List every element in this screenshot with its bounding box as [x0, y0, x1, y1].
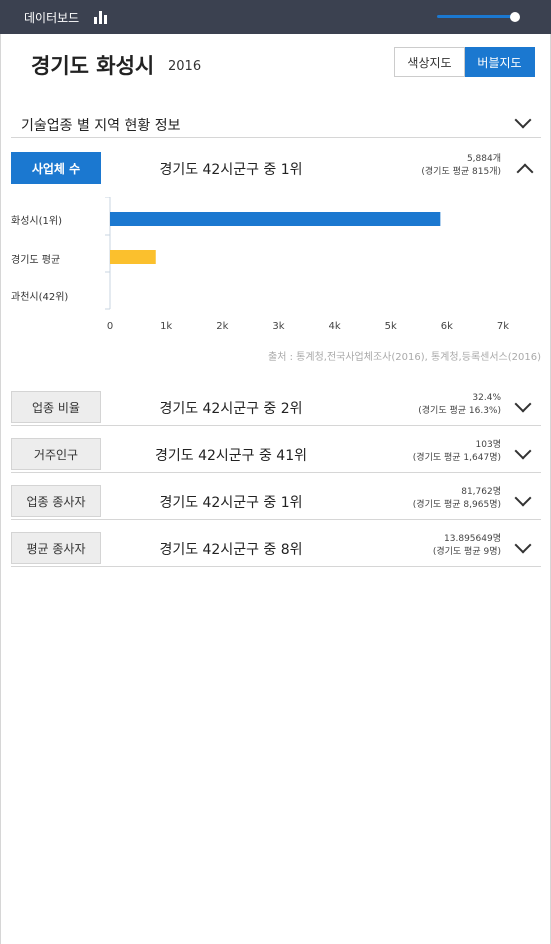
- indicator-row-average-workers: 평균 종사자 경기도 42시군구 중 8위 13.895649명 (경기도 평균…: [11, 531, 541, 567]
- chevron-down-icon[interactable]: [514, 442, 532, 460]
- app-title: 데이터보드: [24, 11, 80, 25]
- chevron-up-icon[interactable]: [516, 163, 534, 181]
- opacity-slider[interactable]: [437, 12, 523, 22]
- region-title: 경기도 화성시: [31, 54, 155, 78]
- x-tick-label: 6k: [440, 321, 453, 332]
- indicator-average: (경기도 평균 8,965명): [412, 500, 501, 510]
- data-source: 출처 : 통계청,전국사업체조사(2016), 통계청,등록센서스(2016): [268, 352, 541, 363]
- chevron-down-icon[interactable]: [514, 395, 532, 413]
- resident-population-button[interactable]: 거주인구: [11, 438, 101, 470]
- x-tick-label: 1k: [160, 321, 173, 332]
- indicator-rank: 경기도 42시군구 중 8위: [159, 542, 303, 558]
- section-title: 기술업종 별 지역 현황 정보: [21, 118, 181, 134]
- indicator-value: 81,762명: [461, 487, 501, 497]
- color-map-button[interactable]: 색상지도: [394, 47, 465, 77]
- indicator-average: (경기도 평균 1,647명): [412, 453, 501, 463]
- x-tick-label: 2k: [216, 321, 229, 332]
- x-tick-label: 7k: [496, 321, 510, 332]
- y-label-gwacheon: 과천시(42위): [11, 292, 69, 303]
- bar-chart: 화성시(1위) 경기도 평균 과천시(42위) 0 1k 2k 3k 4k 5k 6k 7k: [11, 197, 541, 342]
- region-year: 2016: [168, 59, 202, 74]
- indicator-value-block: 103명 (경기도 평균 1,647명): [413, 439, 501, 465]
- bar-1[interactable]: [110, 250, 156, 264]
- indicator-average: (경기도 평균 815개): [421, 167, 501, 177]
- y-label-gyeonggi-average: 경기도 평균: [11, 255, 61, 266]
- y-label-hwaseong: 화성시(1위): [11, 216, 62, 227]
- indicator-row-industry-workers: 업종 종사자 경기도 42시군구 중 1위 81,762명 (경기도 평균 8,…: [11, 484, 541, 520]
- indicator-row-business-count: 사업체 수 경기도 42시군구 중 1위 5,884개 (경기도 평균 815개…: [11, 151, 541, 187]
- indicator-value: 13.895649명: [444, 534, 501, 544]
- indicator-row-resident-population: 거주인구 경기도 42시군구 중 41위 103명 (경기도 평균 1,647명…: [11, 437, 541, 473]
- industry-ratio-button[interactable]: 업종 비율: [11, 391, 101, 423]
- indicator-value: 103명: [475, 440, 501, 450]
- x-tick-label: 0: [106, 321, 114, 332]
- indicator-value: 32.4%: [472, 393, 501, 403]
- top-bar: 데이터보드: [0, 0, 551, 34]
- indicator-rank: 경기도 42시군구 중 41위: [154, 448, 308, 464]
- indicator-rank: 경기도 42시군구 중 1위: [159, 162, 303, 178]
- indicator-value-block: 32.4% (경기도 평균 16.3%): [418, 392, 501, 418]
- x-tick-label: 4k: [328, 321, 341, 332]
- slider-handle[interactable]: [510, 12, 520, 22]
- chevron-down-icon[interactable]: [514, 536, 532, 554]
- chevron-down-icon[interactable]: [514, 111, 532, 129]
- indicator-value: 5,884개: [466, 154, 501, 164]
- indicator-rank: 경기도 42시군구 중 1위: [159, 495, 303, 511]
- x-tick-label: 3k: [272, 321, 285, 332]
- slider-track: [437, 15, 517, 18]
- indicator-average: (경기도 평균 9명): [432, 547, 501, 557]
- bar-chart-icon[interactable]: [94, 11, 108, 24]
- section-header[interactable]: 기술업종 별 지역 현황 정보: [11, 110, 541, 138]
- industry-workers-button[interactable]: 업종 종사자: [11, 485, 101, 517]
- x-tick-label: 5k: [384, 321, 397, 332]
- indicator-average: (경기도 평균 16.3%): [418, 406, 501, 416]
- indicator-value-block: 5,884개 (경기도 평균 815개): [421, 153, 501, 179]
- indicator-value-block: 81,762명 (경기도 평균 8,965명): [413, 486, 501, 512]
- business-count-button[interactable]: 사업체 수: [11, 152, 101, 184]
- chevron-down-icon[interactable]: [514, 489, 532, 507]
- chart-svg: [105, 197, 441, 310]
- average-workers-button[interactable]: 평균 종사자: [11, 532, 101, 564]
- indicator-rank: 경기도 42시군구 중 2위: [159, 401, 303, 417]
- indicator-row-industry-ratio: 업종 비율 경기도 42시군구 중 2위 32.4% (경기도 평균 16.3%…: [11, 390, 541, 426]
- map-type-toggle: 색상지도 버블지도: [394, 47, 535, 77]
- bar-0[interactable]: [110, 212, 441, 226]
- bubble-map-button[interactable]: 버블지도: [465, 48, 534, 76]
- indicator-value-block: 13.895649명 (경기도 평균 9명): [433, 533, 501, 559]
